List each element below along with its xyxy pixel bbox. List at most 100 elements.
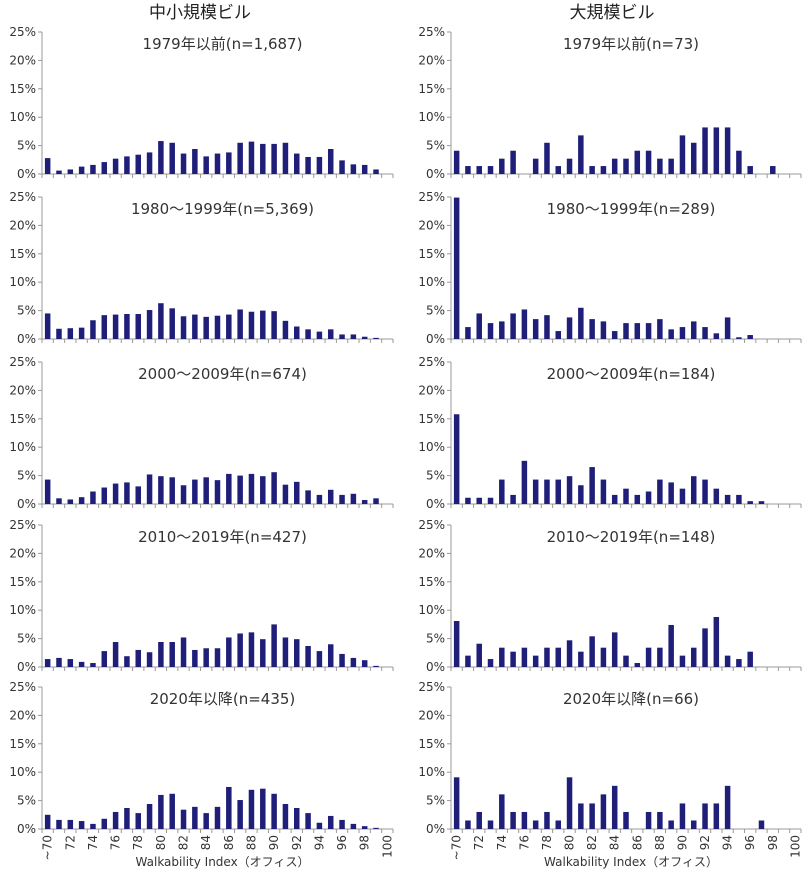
y-tick-label: 0%: [17, 167, 36, 181]
bar-89: [260, 476, 266, 504]
bar-74: [90, 491, 96, 504]
y-tick-label: 25%: [9, 355, 36, 369]
bar-85: [623, 655, 629, 667]
bar-92: [294, 326, 300, 339]
bar-81: [578, 803, 584, 829]
bar-80: [566, 476, 573, 504]
bar-74: [90, 320, 96, 339]
x-tick-label: 78: [131, 835, 145, 850]
bar-78: [135, 154, 141, 174]
x-tick-label: 82: [177, 835, 191, 850]
bar-80: [566, 777, 573, 829]
bar-74: [499, 158, 505, 174]
bar-83: [600, 794, 607, 829]
panel-title: 2010～2019年(n=427): [138, 528, 307, 546]
bar-98: [361, 660, 368, 667]
bar-94: [724, 494, 731, 504]
y-tick-label: 0%: [426, 167, 445, 181]
bar-87: [237, 142, 243, 174]
bar-90: [271, 472, 277, 504]
bar-73: [487, 497, 494, 504]
column-header-small-medium: 中小規模ビル: [149, 3, 251, 23]
y-tick-label: 10%: [9, 110, 36, 124]
y-tick-label: 15%: [9, 247, 36, 261]
bar-91: [282, 637, 289, 667]
bar-76: [112, 483, 119, 504]
bar-72: [67, 819, 74, 829]
bar-73: [78, 661, 85, 667]
bar-71: [465, 327, 471, 339]
y-tick-label: 20%: [418, 708, 445, 722]
bar-84: [611, 494, 618, 504]
bar-75: [510, 494, 516, 504]
bar-71: [465, 820, 471, 829]
bar-74: [499, 321, 505, 339]
bar-76: [521, 811, 528, 829]
bar-81: [169, 308, 175, 339]
bar-79: [146, 652, 153, 667]
bar-73: [78, 497, 85, 504]
x-tick-label: 72: [472, 835, 486, 850]
bar-78: [544, 647, 550, 667]
bar-83: [192, 314, 198, 339]
bar-80: [158, 794, 164, 829]
bar-96: [339, 819, 345, 829]
y-tick-label: 15%: [418, 412, 445, 426]
bar-88: [657, 319, 663, 339]
bar-71: [56, 819, 62, 829]
bar-~70: [44, 659, 51, 667]
x-tick-label: 80: [154, 835, 168, 850]
bar-84: [203, 648, 209, 667]
bar-74: [90, 823, 96, 829]
bar-94: [724, 317, 731, 339]
bar-87: [237, 475, 243, 504]
bar-92: [702, 327, 708, 339]
bar-85: [214, 648, 221, 667]
bar-97: [350, 493, 357, 504]
x-tick-label: 74: [495, 835, 509, 850]
panel-title: 2020年以降(n=435): [150, 690, 296, 708]
x-tick-label: ~70: [450, 835, 464, 860]
bar-90: [271, 311, 277, 339]
y-tick-label: 25%: [9, 25, 36, 39]
y-tick-label: 20%: [9, 218, 36, 232]
bar-72: [476, 497, 482, 504]
bar-80: [566, 158, 573, 174]
bar-93: [713, 617, 720, 667]
bar-82: [180, 316, 187, 339]
bar-99: [373, 169, 379, 174]
y-tick-label: 10%: [418, 603, 445, 617]
y-tick-label: 10%: [418, 440, 445, 454]
x-tick-label: 86: [222, 835, 236, 850]
bar-92: [294, 153, 300, 174]
y-tick-label: 25%: [418, 680, 445, 694]
bar-72: [476, 643, 482, 667]
bar-72: [476, 313, 482, 339]
y-tick-label: 5%: [17, 304, 36, 318]
y-tick-label: 10%: [418, 765, 445, 779]
bar-87: [237, 309, 243, 339]
bar-97: [350, 823, 357, 829]
y-tick-label: 15%: [418, 82, 445, 96]
bar-76: [112, 811, 119, 829]
bar-76: [521, 309, 528, 339]
bar-94: [316, 651, 323, 667]
bar-83: [192, 649, 198, 667]
bar-83: [192, 806, 198, 829]
bar-79: [146, 310, 153, 339]
bar-74: [90, 663, 96, 667]
bar-85: [623, 323, 629, 339]
bar-92: [294, 481, 300, 504]
bar-80: [566, 640, 573, 667]
x-tick-label: 92: [290, 835, 304, 850]
bar-71: [56, 328, 62, 339]
bar-97: [758, 501, 765, 504]
bar-81: [578, 651, 584, 667]
bar-82: [589, 803, 595, 829]
bar-87: [645, 811, 652, 829]
bar-87: [645, 323, 652, 339]
bar-78: [135, 649, 141, 667]
bar-93: [305, 645, 311, 667]
bar-71: [56, 498, 62, 504]
